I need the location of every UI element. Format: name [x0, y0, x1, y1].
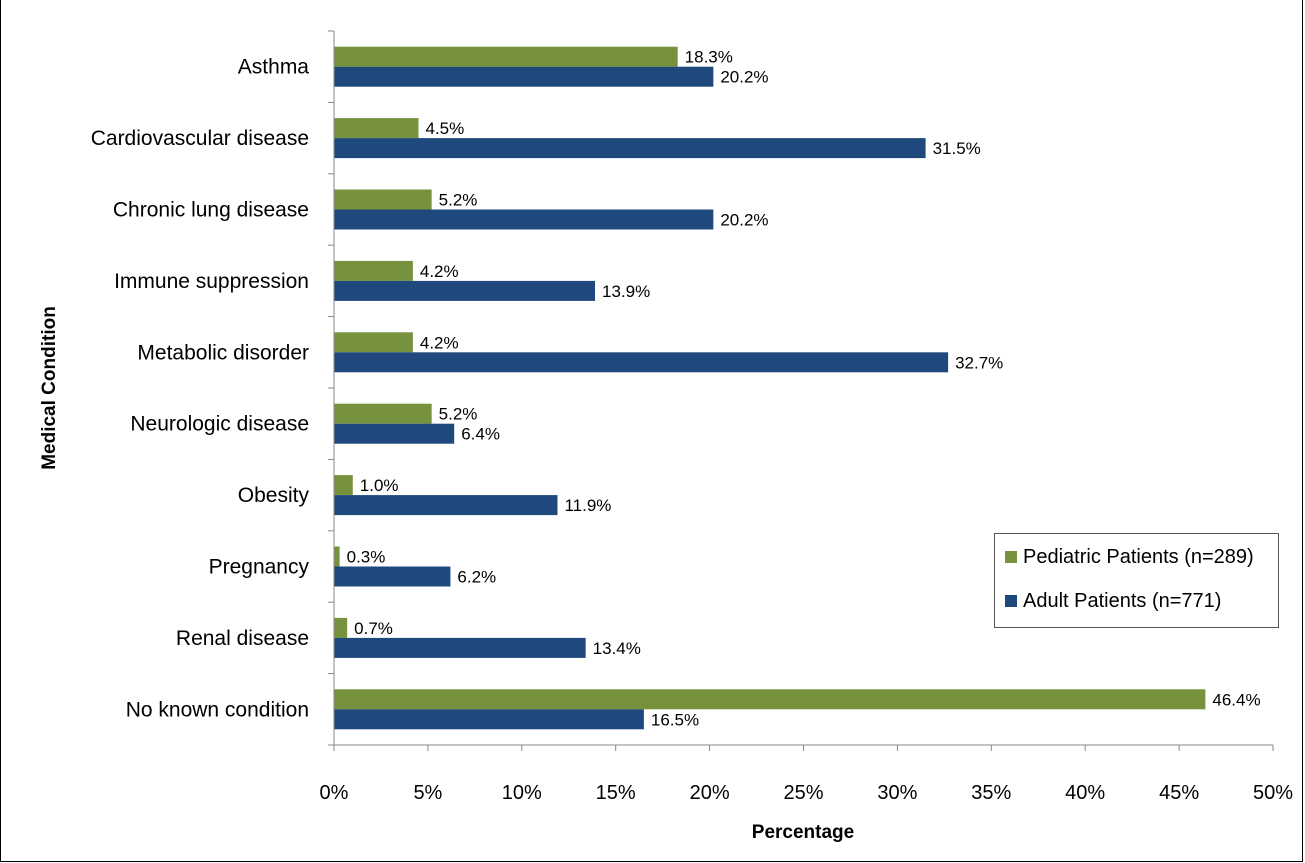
- data-label-adult: 11.9%: [564, 496, 611, 515]
- data-label-pediatric: 5.2%: [439, 405, 478, 424]
- data-label-pediatric: 5.2%: [439, 191, 478, 210]
- x-tick-label: 10%: [502, 782, 542, 804]
- bar-adult: [334, 209, 714, 230]
- legend-item-adult: Adult Patients (n=771): [1005, 589, 1221, 613]
- data-label-adult: 20.2%: [720, 211, 768, 230]
- bar-pediatric: [334, 546, 340, 567]
- bar-pediatric: [334, 332, 413, 353]
- category-label: Cardiovascular disease: [91, 127, 309, 150]
- bar-adult: [334, 709, 644, 730]
- bar-pediatric: [334, 403, 432, 424]
- category-label: Asthma: [238, 56, 310, 79]
- bar-adult: [334, 66, 714, 87]
- data-label-pediatric: 4.2%: [420, 262, 459, 281]
- bar-pediatric: [334, 689, 1206, 710]
- bar-pediatric: [334, 475, 353, 496]
- x-tick-label: 0%: [320, 782, 349, 804]
- category-label: Immune suppression: [114, 270, 309, 293]
- x-tick-label: 5%: [413, 782, 442, 804]
- data-label-adult: 32.7%: [955, 353, 1003, 372]
- data-label-adult: 13.4%: [593, 639, 641, 658]
- bar-adult: [334, 280, 596, 301]
- y-axis-title: Medical Condition: [39, 306, 60, 470]
- x-axis-title: Percentage: [752, 822, 854, 843]
- data-label-adult: 31.5%: [933, 139, 981, 158]
- legend-label-pediatric: Pediatric Patients (n=289): [1023, 545, 1254, 568]
- bar-adult: [334, 138, 926, 159]
- category-label: Metabolic disorder: [137, 341, 309, 364]
- bar-pediatric: [334, 46, 678, 67]
- category-label: Neurologic disease: [130, 413, 309, 436]
- data-label-pediatric: 18.3%: [685, 48, 733, 67]
- bar-pediatric: [334, 118, 419, 139]
- data-label-adult: 13.9%: [602, 282, 650, 301]
- legend: Pediatric Patients (n=289) Adult Patient…: [994, 533, 1279, 628]
- data-label-pediatric: 46.4%: [1212, 690, 1260, 709]
- bar-adult: [334, 566, 451, 587]
- data-label-adult: 16.5%: [651, 710, 699, 729]
- category-label: Chronic lung disease: [113, 199, 309, 222]
- x-tick-label: 20%: [690, 782, 730, 804]
- bar-adult: [334, 352, 949, 373]
- x-tick-label: 40%: [1065, 782, 1105, 804]
- bar-adult: [334, 423, 455, 444]
- data-label-adult: 6.2%: [457, 568, 496, 587]
- bars-layer: 18.3%20.2%4.5%31.5%5.2%20.2%4.2%13.9%4.2…: [334, 46, 1261, 730]
- x-tick-label: 35%: [971, 782, 1011, 804]
- legend-item-pediatric: Pediatric Patients (n=289): [1005, 545, 1254, 569]
- data-label-pediatric: 0.3%: [347, 548, 386, 567]
- data-label-pediatric: 0.7%: [354, 619, 393, 638]
- bar-pediatric: [334, 260, 413, 281]
- bar-adult: [334, 637, 586, 658]
- legend-label-adult: Adult Patients (n=771): [1023, 589, 1222, 612]
- x-tick-label: 50%: [1253, 782, 1293, 804]
- data-label-adult: 20.2%: [720, 68, 768, 87]
- bar-pediatric: [334, 617, 348, 638]
- category-label: Pregnancy: [209, 556, 310, 579]
- x-tick-label: 45%: [1159, 782, 1199, 804]
- data-label-pediatric: 4.5%: [426, 119, 465, 138]
- data-label-pediatric: 1.0%: [360, 476, 399, 495]
- data-label-pediatric: 4.2%: [420, 333, 459, 352]
- data-label-adult: 6.4%: [461, 425, 500, 444]
- legend-swatch-adult: [1005, 595, 1017, 607]
- x-tick-label: 25%: [783, 782, 823, 804]
- axis-layer: Asthma Cardiovascular disease Chronic lung…: [91, 30, 1293, 804]
- category-label: Renal disease: [176, 627, 309, 650]
- x-tick-label: 15%: [596, 782, 636, 804]
- legend-swatch-pediatric: [1005, 551, 1017, 563]
- x-tick-label: 30%: [877, 782, 917, 804]
- bar-pediatric: [334, 189, 432, 210]
- category-label: Obesity: [238, 484, 310, 507]
- category-label: No known condition: [126, 698, 309, 721]
- bar-adult: [334, 495, 558, 516]
